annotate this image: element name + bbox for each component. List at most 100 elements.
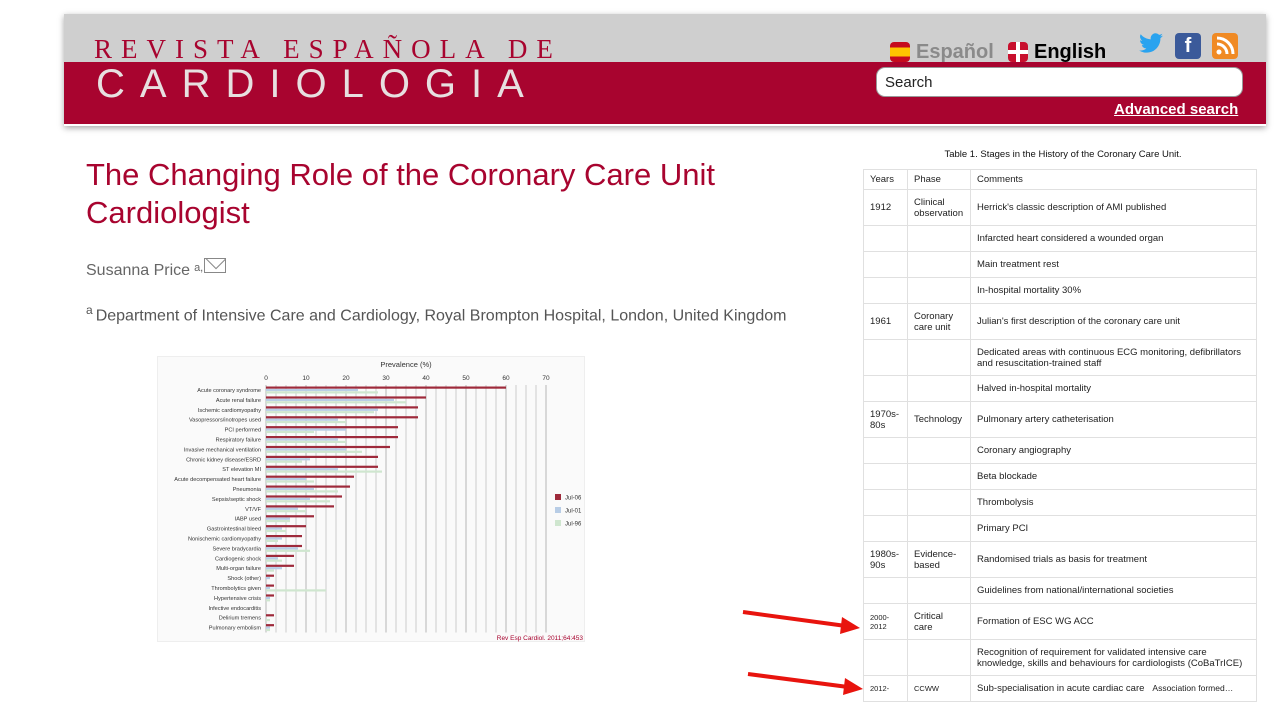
cell-phase xyxy=(907,375,971,402)
facebook-icon[interactable]: f xyxy=(1175,33,1201,59)
cell-phase: CCWW xyxy=(907,675,971,702)
category-label: Severe bradycardia xyxy=(212,546,261,552)
cell-phase xyxy=(907,437,971,464)
category-label: Cardiogenic shock xyxy=(215,556,261,562)
cell-year xyxy=(863,577,908,604)
language-english-label: English xyxy=(1034,40,1107,63)
category-label: Gastrointestinal bleed xyxy=(207,527,261,533)
cell-phase xyxy=(907,515,971,542)
cell-comment: In-hospital mortality 30% xyxy=(970,277,1257,304)
cell-year: 2012- xyxy=(863,675,908,702)
bar-jul-01 xyxy=(266,408,378,411)
bar-jul-06 xyxy=(266,505,334,508)
bar-jul-06 xyxy=(266,436,398,439)
rss-icon[interactable] xyxy=(1212,33,1238,59)
cell-year: 1980s-90s xyxy=(863,541,908,578)
table-row: 2012- CCWW Sub-specialisation in acute car… xyxy=(863,675,1257,702)
uk-flag-icon xyxy=(1008,42,1028,62)
author-name[interactable]: Susanna Price xyxy=(86,262,191,279)
header-years: Years xyxy=(863,169,908,190)
red-arrow-1 xyxy=(742,610,860,634)
bar-jul-06 xyxy=(266,594,274,597)
bar-jul-96 xyxy=(266,619,270,622)
x-tick-label: 0 xyxy=(264,375,268,382)
comment-text: Primary PCI xyxy=(977,523,1029,534)
x-tick-label: 10 xyxy=(302,375,310,382)
cell-phase: Critical care xyxy=(907,603,971,640)
cell-comment: Herrick's classic description of AMI pub… xyxy=(970,189,1257,226)
bar-jul-96 xyxy=(266,490,338,493)
article-title: The Changing Role of the Coronary Care U… xyxy=(86,157,715,230)
table-row: In-hospital mortality 30% xyxy=(863,277,1257,304)
bar-jul-06 xyxy=(266,525,306,528)
cell-phase xyxy=(907,339,971,376)
bar-jul-96 xyxy=(266,549,310,552)
red-arrow-2 xyxy=(747,672,863,695)
legend-label: Jul-06 xyxy=(565,496,582,502)
table-header-row: Years Phase Comments xyxy=(863,169,1257,190)
bar-jul-01 xyxy=(266,438,338,441)
language-english[interactable]: English xyxy=(1008,40,1106,64)
cell-comment: Julian's first description of the corona… xyxy=(970,303,1257,340)
cell-year: 1912 xyxy=(863,189,908,226)
comment-text: Guidelines from national/international s… xyxy=(977,585,1174,596)
bar-jul-06 xyxy=(266,465,378,468)
table-row: Recognition of requirement for validated… xyxy=(863,639,1257,676)
x-tick-label: 70 xyxy=(542,375,550,382)
cell-comment: Infarcted heart considered a wounded org… xyxy=(970,225,1257,252)
legend-swatch xyxy=(555,494,561,500)
mail-icon[interactable] xyxy=(204,258,227,273)
bar-jul-06 xyxy=(266,426,398,429)
bar-jul-01 xyxy=(266,418,338,421)
legend-swatch xyxy=(555,520,561,526)
category-label: Hypertensive crisis xyxy=(214,596,261,602)
advanced-search-link[interactable]: Advanced search xyxy=(1114,101,1239,118)
site-header: REVISTA ESPAÑOLA DE CARDIOLOGIA Español … xyxy=(64,14,1266,126)
chart-title: Prevalence (%) xyxy=(380,360,432,369)
category-label: Respiratory failure xyxy=(216,437,261,443)
comment-text: Halved in-hospital mortality xyxy=(977,383,1092,394)
bar-jul-96 xyxy=(266,401,406,404)
cell-phase xyxy=(907,277,971,304)
bar-jul-06 xyxy=(266,584,274,587)
table-row: Thrombolysis xyxy=(863,489,1257,516)
cell-comment: Main treatment rest xyxy=(970,251,1257,278)
table-row: Guidelines from national/international s… xyxy=(863,577,1257,604)
header-phase: Phase xyxy=(907,169,971,190)
x-tick-label: 30 xyxy=(382,375,390,382)
cell-comment: Recognition of requirement for validated… xyxy=(970,639,1257,676)
legend-label: Jul-96 xyxy=(565,522,582,528)
language-spanish-label: Español xyxy=(916,40,994,63)
logo-line1[interactable]: REVISTA ESPAÑOLA DE xyxy=(94,34,562,64)
comment-text: Beta blockade xyxy=(977,471,1038,482)
bar-jul-01 xyxy=(266,458,310,461)
affiliation-sup: a xyxy=(86,303,93,317)
category-label: IABP used xyxy=(235,517,261,523)
bar-jul-06 xyxy=(266,574,274,577)
bar-jul-01 xyxy=(266,586,270,590)
category-label: Acute decompensated heart failure xyxy=(174,477,261,483)
logo-line2[interactable]: CARDIOLOGIA xyxy=(96,62,539,106)
comment-extra: Association formed… xyxy=(1152,683,1234,693)
cell-phase: Coronary care unit xyxy=(907,303,971,340)
comment-text: Coronary angiography xyxy=(977,445,1072,456)
twitter-icon[interactable] xyxy=(1138,33,1164,59)
comment-text: Formation of ESC WG ACC xyxy=(977,616,1094,627)
language-spanish[interactable]: Español xyxy=(890,40,994,64)
category-label: Ischemic cardiomyopathy xyxy=(198,408,261,414)
bar-jul-01 xyxy=(266,398,394,401)
bar-jul-06 xyxy=(266,614,274,617)
bar-jul-01 xyxy=(266,388,358,392)
category-label: Sepsis/septic shock xyxy=(212,497,261,503)
x-tick-label: 50 xyxy=(462,375,470,382)
cell-phase xyxy=(907,577,971,604)
bar-jul-06 xyxy=(266,495,342,498)
bar-jul-06 xyxy=(266,554,294,557)
bar-jul-01 xyxy=(266,527,282,530)
category-label: VT/VF xyxy=(245,507,261,513)
comment-text: Recognition of requirement for validated… xyxy=(977,646,1243,669)
table-row: 1970s-80s Technology Pulmonary artery cath… xyxy=(863,401,1257,438)
bar-jul-01 xyxy=(266,468,338,471)
bar-jul-96 xyxy=(266,529,286,533)
search-input[interactable] xyxy=(876,67,1243,97)
